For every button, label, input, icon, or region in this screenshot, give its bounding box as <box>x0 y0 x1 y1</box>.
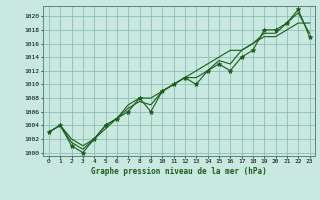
X-axis label: Graphe pression niveau de la mer (hPa): Graphe pression niveau de la mer (hPa) <box>91 167 267 176</box>
